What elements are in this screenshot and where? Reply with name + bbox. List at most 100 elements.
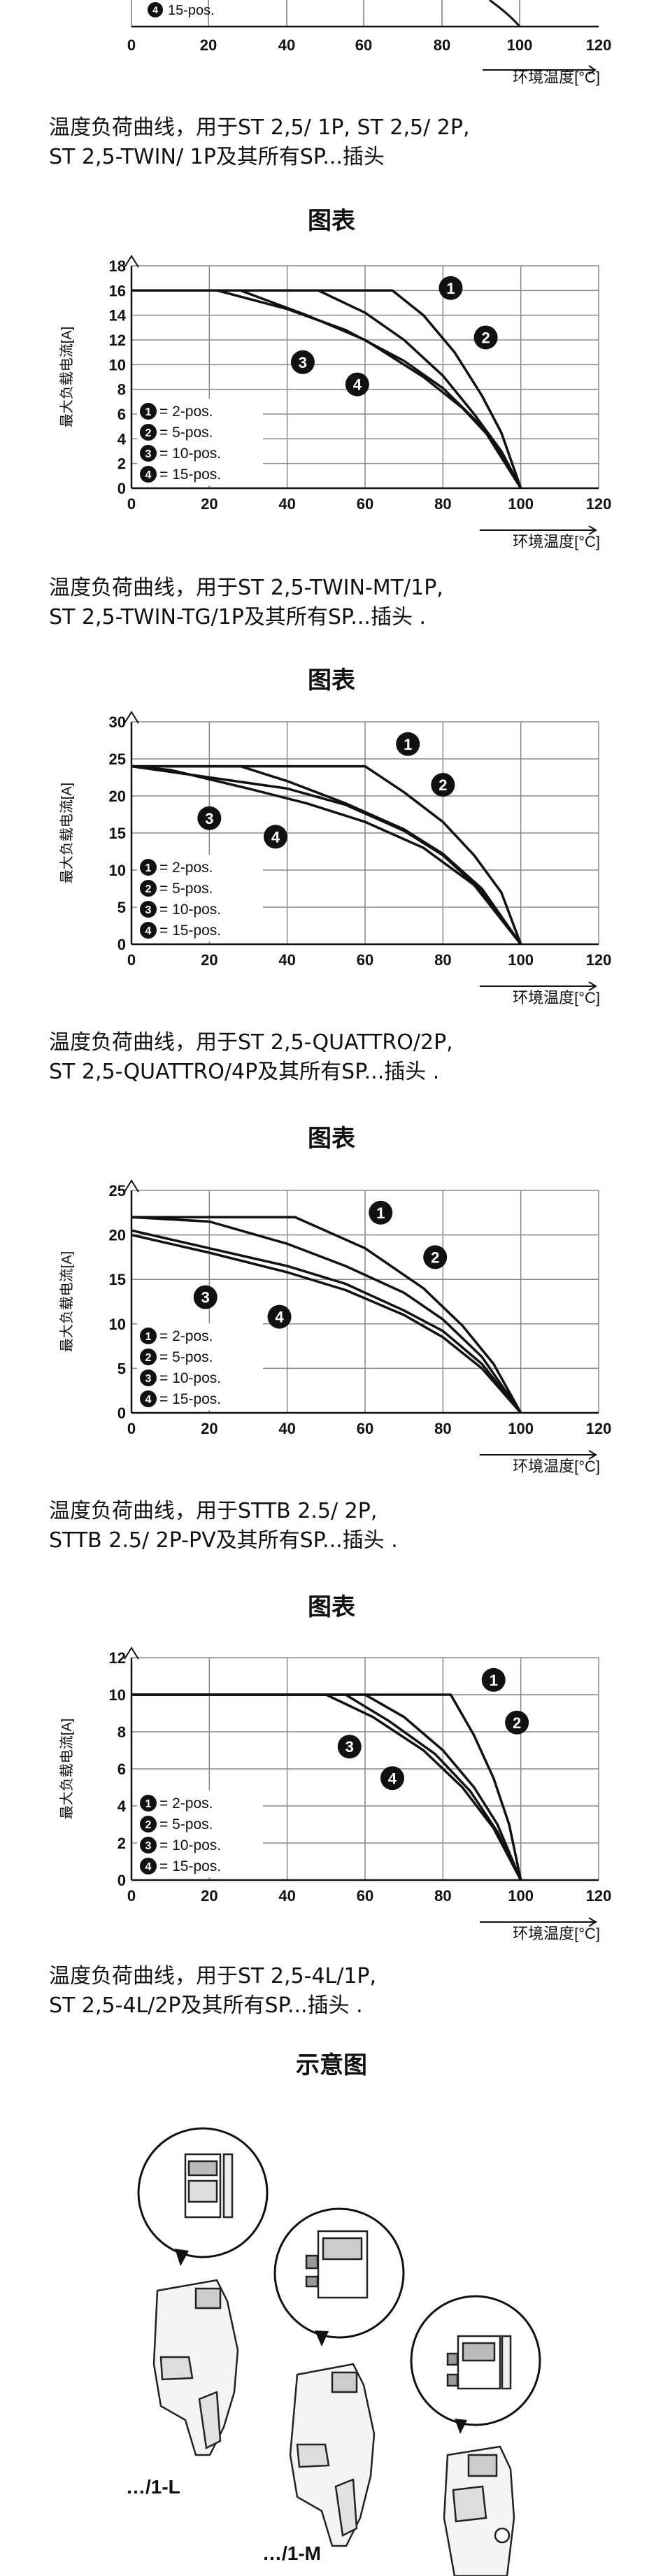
y-tick-label: 8 (117, 381, 126, 399)
series-line-3 (131, 1229, 522, 1414)
legend-label: = 15-pos. (159, 1858, 221, 1874)
y-tick-label: 0 (117, 936, 126, 953)
series-marker-label-4: 4 (275, 1309, 284, 1326)
x-tick-label: 20 (201, 1420, 218, 1437)
x-axis-arrow (480, 525, 597, 535)
fragment-x-tick-label: 100 (507, 36, 533, 54)
x-tick-label: 40 (278, 1887, 295, 1905)
heading-2: 图表 (308, 667, 355, 695)
fragment-x-tick-label: 80 (434, 36, 450, 54)
series-marker-label-1: 1 (490, 1672, 498, 1689)
legend-marker-label: 3 (145, 448, 152, 460)
y-axis-arrow (124, 711, 139, 724)
fragment-x-tick-label: 0 (127, 36, 136, 54)
fragment-legend-marker (148, 2, 163, 17)
legend-marker-label: 4 (145, 1394, 152, 1406)
x-axis-arrow (480, 981, 597, 991)
chart-1: 0 20 40 60 80 100 120024681012141618最大负载电流[A]环… (59, 255, 612, 550)
y-tick-label: 30 (109, 713, 126, 731)
y-tick-label: 0 (117, 1404, 126, 1422)
series-marker-1 (396, 732, 420, 756)
x-tick-label: 0 (127, 1420, 136, 1437)
y-axis-label: 最大负载电流[A] (59, 1718, 75, 1819)
legend-marker-label: 3 (145, 1840, 152, 1852)
y-tick-label: 10 (109, 1686, 126, 1704)
legend-box (137, 855, 263, 941)
x-tick-label: 80 (434, 951, 451, 969)
caption-2: 温度负荷曲线，用于ST 2,5-TWIN-MT/1P, ST 2,5-TWIN-… (49, 574, 622, 632)
x-tick-label: 0 (127, 1887, 136, 1905)
series-line-1 (131, 764, 522, 945)
legend-label: = 10-pos. (159, 1370, 221, 1386)
legend-marker-3 (140, 1369, 157, 1386)
y-tick-label: 15 (109, 1271, 126, 1288)
fragment-x-ticks: 0 20 40 60 80 100 120 (127, 36, 611, 54)
legend-marker-1 (140, 1328, 157, 1344)
series-line-3 (131, 764, 522, 946)
caption-4-line-2: STTB 2.5/ 2P-PV及其所有SP...插头 . (49, 1528, 398, 1553)
legend-marker-3 (140, 445, 157, 462)
legend-label: = 10-pos. (159, 446, 221, 462)
fragment-x-tick-label: 40 (278, 36, 295, 54)
series-line-4 (131, 1693, 522, 1881)
y-tick-label: 25 (109, 1182, 126, 1200)
legend-marker-label: 4 (145, 925, 152, 937)
y-tick-label: 18 (109, 257, 126, 275)
series-line-1 (131, 1693, 522, 1881)
y-axis-label: 最大负载电流[A] (59, 783, 75, 883)
series-marker-1 (369, 1200, 393, 1225)
legend-marker-label: 1 (145, 1798, 152, 1810)
legend-marker-4 (140, 466, 157, 483)
legend-marker-label: 2 (145, 1352, 152, 1364)
x-tick-label: 20 (201, 1887, 218, 1905)
series-line-1 (131, 1216, 522, 1414)
y-tick-label: 25 (109, 750, 126, 768)
x-tick-label: 60 (357, 951, 373, 969)
y-tick-label: 2 (117, 1835, 126, 1852)
legend-marker-1 (140, 1795, 157, 1812)
fragment-legend-label: 15-pos. (168, 3, 215, 18)
series-marker-2 (505, 1710, 529, 1735)
legend-label: = 15-pos. (159, 923, 221, 939)
legend-label: = 2-pos. (159, 860, 213, 876)
legend-marker-4 (140, 922, 157, 939)
legend-marker-3 (140, 1837, 157, 1853)
diagram-label-1-m: …/1-M (262, 2542, 321, 2564)
y-tick-label: 4 (117, 1798, 127, 1815)
legend-label: = 15-pos. (159, 467, 221, 483)
legend-marker-label: 4 (145, 1861, 152, 1873)
legend-marker-1 (140, 403, 157, 420)
legend-marker-label: 1 (145, 1331, 152, 1343)
x-axis-arrow (480, 1450, 597, 1460)
caption-2-line-2: ST 2,5-TWIN-TG/1P及其所有SP...插头 . (49, 605, 427, 629)
x-tick-label: 60 (357, 1420, 373, 1437)
legend-label: = 5-pos. (159, 881, 213, 897)
y-tick-label: 0 (117, 480, 126, 497)
y-tick-label: 4 (117, 430, 127, 448)
legend-box (137, 1791, 263, 1877)
legend-marker-label: 3 (145, 904, 152, 916)
legend-marker-2 (140, 1349, 157, 1365)
y-axis-arrow (124, 1179, 139, 1193)
x-tick-label: 120 (586, 495, 612, 513)
caption-5: 温度负荷曲线，用于ST 2,5-4L/1P, ST 2,5-4L/2P及其所有S… (49, 1962, 622, 2021)
x-axis-label: 环境温度[°C] (513, 989, 600, 1006)
y-axis-label: 最大负载电流[A] (59, 327, 75, 427)
y-axis-arrow (124, 1646, 139, 1660)
legend-box (137, 1323, 263, 1410)
series-marker-label-1: 1 (446, 280, 455, 297)
series-marker-label-4: 4 (388, 1770, 397, 1787)
magnifier-circle-2 (273, 2207, 405, 2339)
legend-marker-label: 2 (145, 883, 152, 895)
caption-4: 温度负荷曲线，用于STTB 2.5/ 2P, STTB 2.5/ 2P-PV及其… (49, 1497, 622, 1556)
series-marker-label-4: 4 (353, 376, 362, 394)
x-tick-label: 100 (508, 951, 534, 969)
x-tick-label: 80 (434, 495, 451, 513)
y-tick-label: 5 (117, 1360, 126, 1377)
heading-5: 示意图 (296, 2051, 367, 2079)
legend-marker-1 (140, 859, 157, 876)
legend-marker-label: 2 (145, 1819, 152, 1831)
y-tick-label: 10 (109, 1316, 126, 1333)
legend-label: = 5-pos. (159, 1349, 213, 1365)
legend-label: = 5-pos. (159, 1816, 213, 1833)
